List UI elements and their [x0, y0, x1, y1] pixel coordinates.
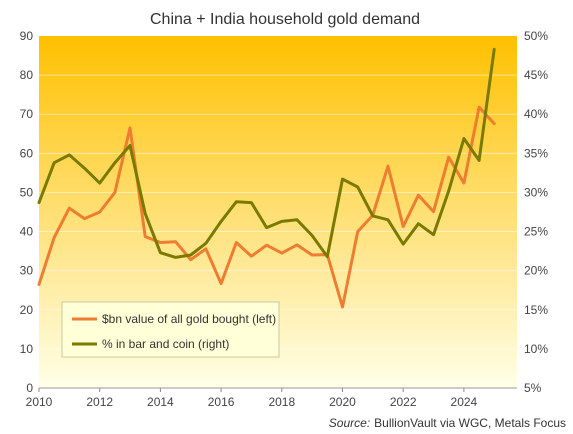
y-right-tick-label: 40%	[524, 107, 548, 121]
source-label: Source:	[329, 416, 370, 430]
x-tick-label: 2020	[329, 395, 356, 409]
legend-label-value: $bn value of all gold bought (left)	[102, 312, 276, 326]
y-left-tick-label: 40	[20, 225, 34, 239]
y-right-tick-label: 50%	[524, 29, 548, 43]
x-tick-label: 2010	[26, 395, 53, 409]
y-right-tick-label: 10%	[524, 342, 548, 356]
y-left-tick-label: 60	[20, 146, 34, 160]
y-right-tick-label: 5%	[524, 381, 542, 395]
y-left-tick-label: 80	[20, 68, 34, 82]
legend-label-bar-coin: % in bar and coin (right)	[102, 337, 229, 351]
legend: $bn value of all gold bought (left) % in…	[61, 301, 280, 358]
y-right-tick-label: 15%	[524, 303, 548, 317]
y-left-tick-label: 70	[20, 107, 34, 121]
series-line-value	[37, 105, 496, 309]
left-axis: 0 10 20 30 40 50 60 70 80 90	[20, 29, 34, 395]
right-axis: 5% 10% 15% 20% 25% 30% 35% 40% 45% 50%	[524, 29, 548, 395]
y-left-tick-label: 50	[20, 185, 34, 199]
series-line-bar-coin	[37, 47, 496, 259]
x-tick-label: 2022	[390, 395, 417, 409]
y-right-tick-label: 25%	[524, 225, 548, 239]
x-tick-label: 2012	[86, 395, 113, 409]
x-axis: 2010 2012 2014 2016 2018 2020 2022 2024	[26, 387, 517, 409]
series-lines	[37, 47, 496, 309]
x-tick-label: 2018	[268, 395, 295, 409]
x-tick-label: 2016	[208, 395, 235, 409]
x-tick-label: 2024	[451, 395, 478, 409]
y-left-tick-label: 90	[20, 29, 34, 43]
y-left-tick-label: 10	[20, 342, 34, 356]
y-right-tick-label: 45%	[524, 68, 548, 82]
y-right-tick-label: 35%	[524, 146, 548, 160]
x-tick-label: 2014	[147, 395, 174, 409]
source-note: Source: BullionVault via WGC, Metals Focu…	[329, 416, 566, 430]
y-left-tick-label: 20	[20, 303, 34, 317]
legend-box	[61, 301, 280, 358]
y-right-tick-label: 20%	[524, 264, 548, 278]
y-right-tick-label: 30%	[524, 185, 548, 199]
chart-title: China + India household gold demand	[150, 11, 420, 28]
y-left-tick-label: 30	[20, 264, 34, 278]
source-text: BullionVault via WGC, Metals Focus	[374, 416, 566, 430]
y-left-tick-label: 0	[26, 381, 33, 395]
